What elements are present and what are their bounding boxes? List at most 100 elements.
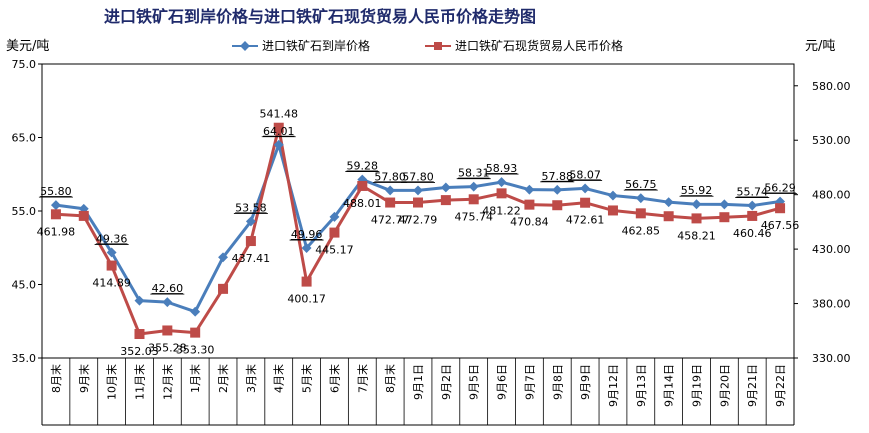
point-marker-cif — [385, 185, 396, 196]
x-tick-label: 9月13日 — [635, 364, 648, 407]
point-marker-cif — [524, 184, 535, 195]
left-axis-tick-label: 75.0 — [12, 58, 37, 71]
data-label-cif: 42.60 — [152, 282, 184, 295]
point-marker-rmb — [50, 209, 61, 220]
data-label-rmb: 481.22 — [482, 204, 521, 217]
x-tick-label: 9月14日 — [663, 364, 676, 407]
point-marker-rmb — [719, 212, 730, 223]
right-axis-tick-label: 380.00 — [812, 298, 851, 311]
data-label-cif: 56.75 — [625, 178, 657, 191]
data-label-cif: 57.88 — [542, 170, 574, 183]
point-marker-rmb — [162, 325, 173, 336]
data-label-cif: 55.80 — [40, 185, 72, 198]
data-label-rmb: 472.79 — [399, 214, 438, 227]
point-marker-cif — [635, 193, 646, 204]
x-tick-label: 1月末 — [188, 364, 202, 393]
x-tick-label: 7月末 — [355, 364, 369, 393]
point-marker-cif — [496, 177, 507, 188]
x-tick-label: 6月末 — [327, 364, 341, 393]
point-marker-cif — [273, 139, 284, 150]
x-tick-label: 9月12日 — [607, 364, 620, 407]
right-axis-tick-label: 580.00 — [812, 80, 851, 93]
point-marker-rmb — [245, 236, 256, 247]
data-label-cif: 58.93 — [486, 162, 518, 175]
data-label-cif: 56.29 — [764, 182, 796, 195]
data-label-rmb: 475.74 — [454, 210, 493, 223]
x-tick-label: 4月末 — [272, 364, 286, 393]
data-label-rmb: 467.56 — [761, 219, 800, 232]
data-label-rmb: 445.17 — [315, 244, 354, 257]
x-tick-label: 12月末 — [160, 364, 174, 400]
data-label-rmb: 488.01 — [343, 197, 382, 210]
legend-marker-rmb — [434, 42, 442, 50]
series-markers — [50, 122, 786, 340]
point-marker-rmb — [440, 195, 451, 206]
point-marker-cif — [552, 184, 563, 195]
data-label-cif: 59.28 — [347, 160, 379, 173]
x-tick-label: 3月末 — [244, 364, 258, 393]
point-marker-rmb — [301, 276, 312, 287]
data-label-cif: 58.07 — [569, 168, 601, 181]
point-marker-rmb — [607, 205, 618, 216]
point-marker-rmb — [413, 197, 423, 208]
x-tick-label: 9月6日 — [496, 364, 509, 400]
data-label-cif: 58.31 — [458, 167, 490, 180]
point-marker-rmb — [357, 180, 368, 191]
point-marker-cif — [134, 295, 145, 306]
data-label-cif: 57.80 — [402, 170, 434, 183]
x-tick-label: 8月末 — [49, 364, 63, 393]
x-tick-label: 2月末 — [216, 364, 230, 393]
data-label-rmb: 470.84 — [510, 216, 549, 229]
point-marker-cif — [162, 297, 173, 308]
point-marker-cif — [301, 243, 312, 253]
data-label-rmb: 437.41 — [232, 252, 271, 265]
right-axis-tick-label: 430.00 — [812, 243, 851, 256]
legend: 进口铁矿石到岸价格 进口铁矿石现货贸易人民币价格 — [232, 38, 623, 53]
point-marker-rmb — [329, 227, 340, 238]
x-tick-label: 9月1日 — [412, 364, 425, 400]
point-marker-rmb — [663, 211, 674, 222]
point-marker-cif — [218, 252, 228, 263]
point-marker-rmb — [552, 200, 563, 211]
point-marker-rmb — [190, 327, 201, 338]
legend-marker-cif — [240, 41, 250, 51]
x-tick-label: 11月末 — [132, 364, 146, 400]
data-label-rmb: 472.77 — [371, 214, 410, 227]
data-label-rmb: 400.17 — [287, 293, 326, 306]
x-tick-label: 9月22日 — [774, 364, 787, 407]
x-tick-label: 5月末 — [300, 364, 314, 393]
left-axis-tick-label: 35.0 — [12, 352, 37, 365]
x-tick-label: 10月末 — [105, 364, 119, 400]
point-marker-cif — [468, 181, 479, 192]
x-tick-labels: 8月末 9月末 10月末 11月末 12月末 1月末 2月末 3月末 4月末 5月末 6月末 7月末 8… — [41, 358, 795, 425]
x-tick-label: 9月21日 — [746, 364, 759, 407]
data-label-rmb: 541.48 — [259, 108, 298, 121]
point-marker-cif — [50, 200, 61, 211]
x-tick-label: 9月5日 — [468, 364, 481, 400]
x-tick-label: 9月7日 — [523, 364, 536, 400]
point-marker-cif — [245, 216, 256, 227]
data-label-rmb: 462.85 — [622, 224, 661, 237]
data-label-rmb: 353.30 — [176, 344, 215, 357]
data-label-rmb: 355.28 — [148, 341, 187, 354]
point-marker-cif — [329, 211, 340, 222]
data-label-rmb: 414.89 — [92, 277, 131, 290]
data-labels: 55.8049.3642.6053.5864.0149.9659.2857.80… — [37, 108, 800, 358]
data-label-rmb: 460.46 — [733, 227, 772, 240]
point-marker-cif — [747, 200, 758, 211]
point-marker-rmb — [78, 210, 89, 221]
legend-label-cif: 进口铁矿石到岸价格 — [262, 38, 370, 53]
data-label-cif: 49.96 — [291, 228, 323, 241]
x-tick-label: 9月19日 — [691, 364, 704, 407]
chart-title: 进口铁矿石到岸价格与进口铁矿石现货贸易人民币价格走势图 — [104, 7, 536, 26]
right-axis-unit: 元/吨 — [805, 39, 835, 54]
point-marker-cif — [608, 190, 618, 201]
point-marker-rmb — [691, 213, 702, 224]
x-tick-label: 8月末 — [383, 364, 397, 393]
point-marker-rmb — [524, 199, 535, 210]
left-axis-tick-label: 45.0 — [12, 279, 37, 292]
point-marker-rmb — [635, 208, 646, 219]
data-label-cif: 53.58 — [235, 201, 267, 214]
right-axis-tick-label: 330.00 — [812, 352, 851, 365]
